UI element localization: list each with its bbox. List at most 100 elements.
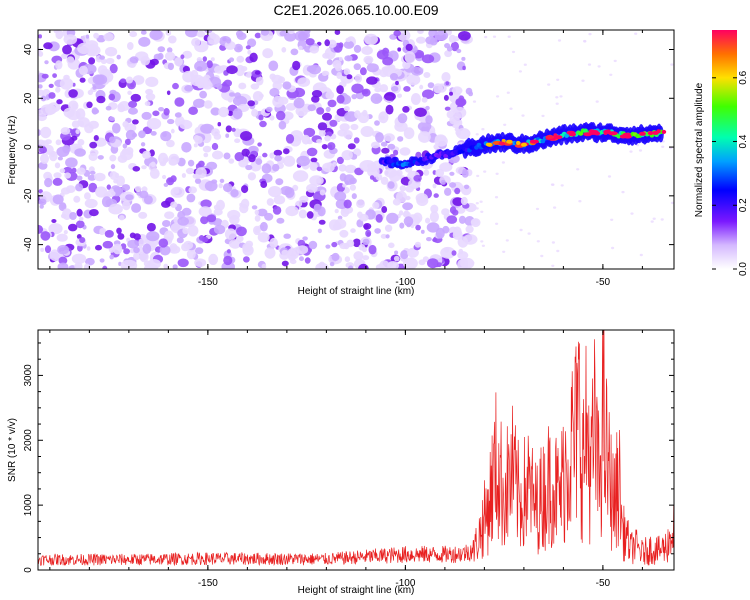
noise-blob (276, 110, 286, 121)
noise-blob (458, 215, 466, 224)
noise-blob (52, 177, 63, 186)
noise-blob (455, 97, 467, 107)
noise-blob (444, 50, 452, 58)
noise-blob (224, 228, 237, 240)
noise-blob (435, 227, 445, 239)
noise-blob (120, 149, 134, 161)
noise-blob (423, 72, 431, 78)
noise-blob (254, 32, 262, 39)
noise-blob (85, 34, 90, 39)
noise-blob (418, 131, 431, 143)
noise-blob (147, 259, 161, 269)
noise-blob (475, 133, 479, 136)
trace-hotspot (647, 131, 654, 136)
noise-blob (38, 198, 47, 206)
noise-blob (38, 89, 45, 96)
noise-blob (311, 95, 320, 103)
noise-blob (456, 48, 462, 54)
noise-blob (449, 171, 455, 176)
noise-blob (553, 206, 557, 209)
trace-core (583, 128, 588, 133)
noise-blob (257, 232, 270, 243)
noise-blob (296, 200, 303, 207)
noise-blob (238, 159, 249, 168)
noise-blob (470, 218, 479, 226)
noise-blob (76, 175, 83, 181)
noise-blob (275, 178, 284, 186)
noise-blob (443, 94, 449, 101)
noise-blob (194, 135, 203, 144)
noise-blob (351, 193, 357, 200)
noise-blob (188, 106, 199, 116)
noise-blob (362, 255, 370, 261)
noise-blob (557, 39, 562, 42)
noise-blob (200, 123, 215, 134)
noise-blob (162, 174, 167, 180)
noise-blob (341, 150, 353, 161)
noise-blob (345, 37, 352, 43)
noise-blob (164, 211, 175, 219)
noise-blob (309, 175, 324, 186)
noise-blob (578, 200, 582, 203)
noise-blob (556, 78, 560, 82)
noise-blob (361, 246, 368, 253)
noise-blob (119, 215, 125, 221)
noise-blob (162, 157, 169, 163)
noise-blob (384, 92, 396, 101)
noise-blob (375, 214, 383, 223)
noise-blob (260, 180, 268, 188)
noise-blob (217, 122, 222, 127)
noise-blob (125, 194, 134, 201)
spectrogram-y-label: Frequency (Hz) (7, 116, 18, 185)
noise-blob (262, 48, 274, 59)
trace-hotspot (553, 135, 563, 140)
noise-blob (273, 195, 286, 205)
noise-blob (551, 264, 555, 267)
noise-blob (480, 240, 484, 243)
y-tick-label: 2000 (23, 429, 34, 452)
y-tick-label: -20 (23, 188, 34, 203)
noise-blob (38, 128, 42, 137)
noise-blob (440, 179, 446, 185)
noise-blob (122, 143, 128, 149)
noise-blob (339, 242, 348, 250)
noise-blob (181, 173, 186, 178)
noise-blob (384, 224, 393, 232)
noise-blob (40, 126, 52, 139)
noise-blob (607, 175, 612, 178)
y-tick-label: 0 (23, 144, 34, 150)
noise-blob (78, 216, 84, 221)
noise-blob (281, 249, 289, 256)
snr-background (38, 330, 674, 570)
noise-blob (230, 189, 239, 198)
noise-blob (234, 138, 241, 143)
noise-blob (370, 141, 380, 149)
noise-blob (360, 67, 367, 76)
noise-blob (202, 145, 212, 153)
noise-blob (402, 106, 410, 113)
noise-blob (639, 253, 643, 257)
noise-blob (324, 39, 331, 47)
noise-blob (159, 245, 171, 256)
noise-blob (179, 119, 193, 130)
noise-blob (661, 145, 665, 148)
noise-blob (519, 228, 523, 232)
noise-blob (182, 50, 193, 59)
noise-blob (200, 199, 212, 209)
noise-blob (187, 159, 195, 167)
noise-blob (321, 70, 328, 77)
noise-blob (262, 152, 268, 158)
trace-hotspot (516, 140, 521, 145)
noise-blob (106, 190, 116, 198)
noise-blob (252, 91, 264, 102)
noise-blob (337, 215, 343, 220)
noise-blob (583, 40, 587, 43)
noise-blob (379, 69, 389, 78)
spectrogram-frame (37, 29, 675, 270)
noise-blob (94, 172, 106, 182)
noise-blob (331, 241, 338, 248)
noise-blob (268, 60, 279, 72)
noise-blob (71, 167, 77, 174)
noise-blob (174, 97, 185, 107)
